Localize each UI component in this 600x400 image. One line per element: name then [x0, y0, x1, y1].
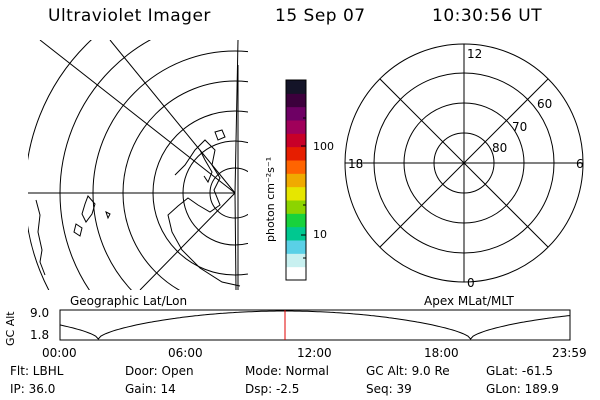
timeline-xtick-3: 18:00	[424, 346, 459, 360]
left-panel-caption: Geographic Lat/Lon	[70, 294, 188, 308]
colorbar-cell	[286, 120, 306, 134]
colorbar-tick-100: 100	[313, 140, 334, 153]
timeline-xtick-4: 23:59	[552, 346, 587, 360]
colorbar-cell	[286, 200, 306, 214]
colorbar-cell	[286, 253, 306, 268]
mlt-label-12: 12	[467, 47, 483, 61]
info-gc-alt: GC Alt: 9.0 Re	[366, 364, 450, 378]
colorbar-cell	[286, 240, 306, 254]
info-seq: Seq: 39	[366, 382, 412, 396]
mlt-label-6: 6	[576, 157, 584, 171]
info-glat: GLat: -61.5	[486, 364, 553, 378]
colorbar-cell	[286, 106, 306, 121]
info-dsp: Dsp: -2.5	[245, 382, 300, 396]
info-gain: Gain: 14	[125, 382, 176, 396]
colorbar-cell	[286, 80, 306, 94]
right-panel-caption: Apex MLat/MLT	[424, 294, 514, 308]
info-mode: Mode: Normal	[245, 364, 329, 378]
info-filter: Flt: LBHL	[10, 364, 64, 378]
colorbar-cell	[286, 173, 306, 188]
timeline-xtick-1: 06:00	[168, 346, 203, 360]
colorbar-cell	[286, 213, 306, 228]
colorbar-cell	[286, 133, 306, 148]
info-glon: GLon: 189.9	[486, 382, 559, 396]
timeline-ylabel: GC Alt	[4, 311, 17, 346]
colorbar-cell	[286, 160, 306, 174]
mlat-label-70: 70	[512, 120, 528, 134]
colorbar-cell	[286, 226, 306, 241]
timeline-ytick-bottom: 1.8	[30, 328, 50, 342]
mlat-label-80: 80	[492, 141, 508, 155]
colorbar-tick-10: 10	[313, 228, 327, 241]
mlt-label-0: 0	[467, 276, 475, 290]
date-label: 15 Sep 07	[275, 6, 366, 26]
colorbar-cell	[286, 93, 306, 108]
info-ip: IP: 36.0	[10, 382, 56, 396]
mlt-label-18: 18	[348, 157, 364, 171]
colorbar-cell	[286, 146, 306, 161]
timeline-xtick-0: 00:00	[42, 346, 77, 360]
instrument-title: Ultraviolet Imager	[48, 6, 211, 26]
timeline-ytick-top: 9.0	[30, 306, 50, 320]
colorbar-cell	[286, 266, 306, 281]
time-label: 10:30:56 UT	[432, 6, 543, 26]
mlat-label-60: 60	[537, 97, 553, 111]
timeline-xtick-2: 12:00	[297, 346, 332, 360]
info-door: Door: Open	[125, 364, 194, 378]
colorbar-cell	[286, 186, 306, 201]
